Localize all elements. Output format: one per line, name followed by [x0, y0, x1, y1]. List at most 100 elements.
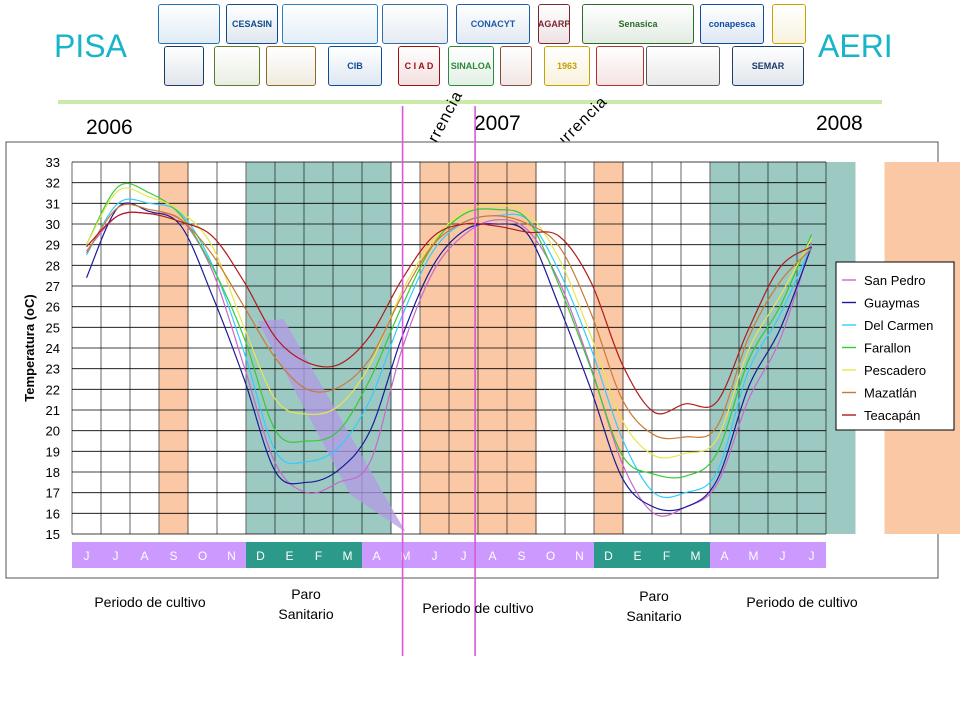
- comite-sanidad-sonora-logo: [158, 4, 220, 44]
- month-label: M: [749, 549, 759, 563]
- y-tick-label: 29: [46, 238, 60, 253]
- recurrencia-label: Recurrencia: [530, 93, 611, 175]
- paro-sanitario-1: Paro Sanitario: [252, 584, 360, 624]
- chart-frame: [5, 141, 939, 579]
- header-divider: [58, 100, 882, 104]
- month-label: J: [809, 549, 815, 563]
- y-tick-label: 27: [46, 279, 60, 294]
- y-tick-label: 21: [46, 403, 60, 418]
- month-label: S: [517, 549, 525, 563]
- month-label: D: [256, 549, 265, 563]
- year-2008-label: 2008: [816, 112, 863, 135]
- series-line-teacap-n: [86, 211, 812, 415]
- legend-label: Teacapán: [864, 408, 920, 423]
- month-label: M: [343, 549, 353, 563]
- legend-label: Mazatlán: [864, 386, 917, 401]
- series-line-del-carmen: [85, 198, 813, 499]
- comite-sanidad-bcs-logo: [382, 4, 448, 44]
- paro-sanitario-2-line1: Paro: [639, 588, 669, 604]
- y-axis-label: Temperatura (oC): [22, 294, 37, 401]
- y-tick-label: 20: [46, 424, 60, 439]
- ciad-logo: C I A D: [398, 46, 440, 86]
- state-emblem-logo: [772, 4, 806, 44]
- month-label: A: [372, 549, 380, 563]
- plot-area: [72, 162, 826, 534]
- year-2007-label: 2007: [474, 112, 521, 135]
- month-strip-teal-1: [246, 542, 362, 568]
- temperature-drop-band: [257, 319, 406, 532]
- paro-sanitario-2: Paro Sanitario: [600, 586, 708, 626]
- month-label: D: [604, 549, 613, 563]
- month-label: J: [113, 549, 119, 563]
- series-line-mazatl-n: [86, 203, 812, 440]
- month-label: E: [285, 549, 293, 563]
- y-tick-label: 18: [46, 465, 60, 480]
- y-tick-label: 32: [46, 176, 60, 191]
- cesasin-logo: CESASIN: [226, 4, 278, 44]
- sagarpa-logo: SAGARPA: [538, 4, 570, 44]
- orange-band-4: [884, 162, 960, 534]
- circle-seal-logo: 1963: [544, 46, 590, 86]
- y-tick-labels: 15 16 17 18 19 20 21 22 23 24 25 26 27 28 29 30 31 32 33: [46, 155, 60, 542]
- mountain-emblem-logo: [646, 46, 720, 86]
- teal-band-1: [246, 162, 392, 534]
- month-label: A: [140, 549, 148, 563]
- event-marker-lines: [401, 106, 476, 656]
- series-lines: [85, 182, 813, 517]
- month-label: E: [633, 549, 641, 563]
- conapesca-logo: conapesca: [700, 4, 764, 44]
- y-tick-label: 17: [46, 486, 60, 501]
- shield-emblem-logo: [266, 46, 316, 86]
- orange-band-1: [159, 162, 189, 534]
- paro-sanitario-1-line2: Sanitario: [278, 606, 334, 622]
- y-tick-label: 26: [46, 300, 60, 315]
- month-label: O: [546, 549, 555, 563]
- legend: San Pedro Guaymas Del Carmen Farallon Pescad…: [835, 261, 955, 431]
- sinaloa-logo: SINALOA: [448, 46, 494, 86]
- unam-logo: [164, 46, 204, 86]
- y-tick-label: 22: [46, 382, 60, 397]
- periodo-cultivo-2: Periodo de cultivo: [422, 600, 534, 616]
- month-strip-teal-2: [594, 542, 710, 568]
- teal-band-2: [710, 162, 856, 534]
- y-tick-label: 19: [46, 444, 60, 459]
- paro-sanitario-2-line2: Sanitario: [626, 608, 682, 624]
- orange-band-2: [420, 162, 537, 534]
- semar-logo: SEMAR: [732, 46, 804, 86]
- aeri-brand: AERI: [818, 28, 893, 64]
- month-label: M: [401, 549, 411, 563]
- y-tick-label: 31: [46, 196, 60, 211]
- y-tick-label: 23: [46, 362, 60, 377]
- series-line-san-pedro: [86, 211, 813, 517]
- month-label: J: [432, 549, 438, 563]
- legend-label: San Pedro: [864, 273, 925, 288]
- legend-label: Del Carmen: [864, 318, 933, 333]
- month-label: A: [720, 549, 728, 563]
- month-label: N: [575, 549, 584, 563]
- comite-sanidad-nayarit-logo: [282, 4, 378, 44]
- year-2006-label: 2006: [86, 116, 133, 139]
- legend-label: Farallon: [864, 341, 911, 356]
- periodo-cultivo-1: Periodo de cultivo: [94, 594, 206, 610]
- y-tick-label: 16: [46, 506, 60, 521]
- paro-sanitario-1-line1: Paro: [291, 586, 321, 602]
- legend-label: Guaymas: [864, 296, 920, 311]
- series-line-farallon: [85, 182, 813, 479]
- month-label: F: [663, 549, 670, 563]
- round-seal-logo: [596, 46, 644, 86]
- senasica-logo: Senasica: [582, 4, 694, 44]
- month-label: F: [315, 549, 322, 563]
- y-tick-label: 33: [46, 155, 60, 170]
- university-emblem-logo: [214, 46, 260, 86]
- trend-band: [257, 319, 406, 532]
- legend-label: Pescadero: [864, 363, 926, 378]
- aztec-emblem-logo: [500, 46, 532, 86]
- series-line-pescadero: [85, 187, 813, 459]
- y-tick-label: 30: [46, 217, 60, 232]
- conacyt-logo: CONACYT: [456, 4, 530, 44]
- orange-band-3: [594, 162, 624, 534]
- y-tick-label: 24: [46, 341, 60, 356]
- month-label: J: [780, 549, 786, 563]
- y-tick-label: 25: [46, 320, 60, 335]
